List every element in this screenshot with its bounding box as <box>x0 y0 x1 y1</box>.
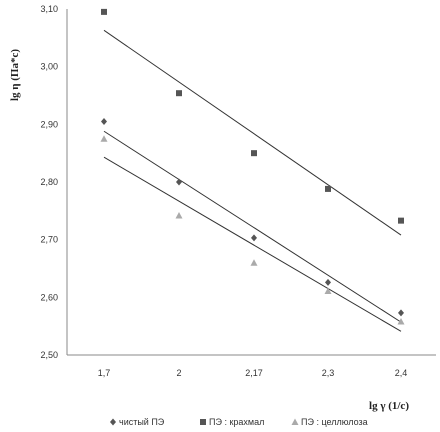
data-point <box>397 318 405 325</box>
x-tick-labels: 1,7 2 2,17 2,3 2,4 <box>98 368 408 378</box>
data-point <box>325 278 331 286</box>
data-point <box>250 259 258 266</box>
legend-marker <box>110 418 116 426</box>
data-point <box>324 287 332 294</box>
x-tick-label: 2,4 <box>395 368 408 378</box>
data-point <box>101 8 107 15</box>
data-point <box>398 217 404 224</box>
legend-label: чистый ПЭ <box>119 417 165 427</box>
data-point <box>176 178 182 186</box>
trendline <box>103 130 402 323</box>
data-point <box>398 309 404 317</box>
x-tick-label: 2,3 <box>322 368 335 378</box>
x-axis-title: lg γ (1/c) <box>369 400 409 412</box>
legend: чистый ПЭ ПЭ : крахмал ПЭ : целлюлоза <box>110 417 368 427</box>
y-tick-label: 2,90 <box>40 119 58 129</box>
y-tick-labels: 2,50 2,60 2,70 2,80 2,90 3,00 3,10 <box>40 4 58 360</box>
legend-label: ПЭ : крахмал <box>209 417 264 427</box>
trendline <box>103 156 402 332</box>
x-tick-label: 2 <box>176 368 181 378</box>
x-tick-label: 2,17 <box>245 368 263 378</box>
data-point <box>100 135 108 142</box>
plot-area <box>66 9 436 356</box>
y-tick-label: 2,50 <box>40 350 58 360</box>
data-point <box>251 150 257 157</box>
data-points <box>100 8 405 325</box>
y-tick-label: 2,70 <box>40 235 58 245</box>
data-point <box>251 234 257 242</box>
legend-label: ПЭ : целлюлоза <box>301 417 368 427</box>
y-axis-title: lg η (Па*с) <box>9 49 21 101</box>
y-tick-label: 3,00 <box>40 62 58 72</box>
data-point <box>176 90 182 97</box>
trendline <box>103 29 402 236</box>
data-point <box>175 211 183 219</box>
y-tick-label: 2,80 <box>40 177 58 187</box>
legend-marker <box>200 419 206 425</box>
y-tick-label: 2,60 <box>40 292 58 302</box>
y-tick-label: 3,10 <box>40 4 58 14</box>
legend-marker <box>291 418 299 425</box>
x-tick-label: 1,7 <box>98 368 111 378</box>
data-point <box>325 185 331 192</box>
data-point <box>101 117 107 125</box>
trendlines <box>103 29 402 332</box>
